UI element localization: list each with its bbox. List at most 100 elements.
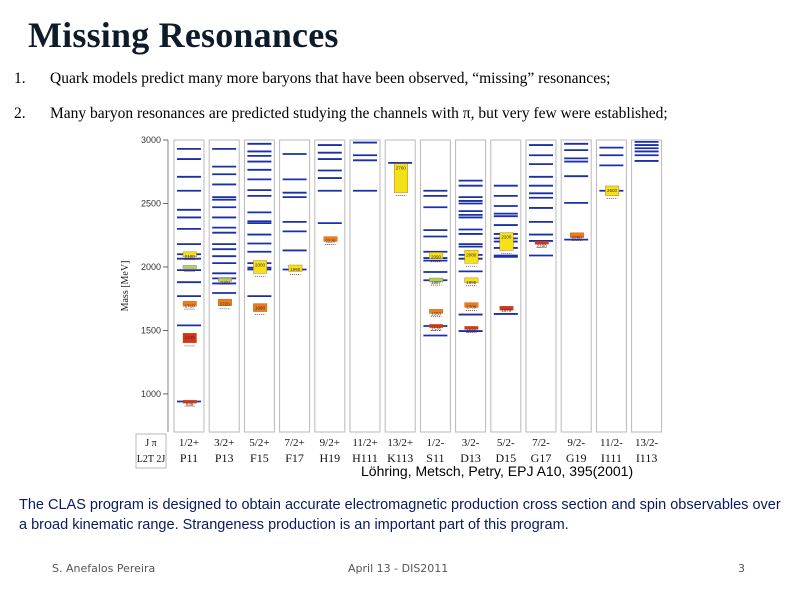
column-jp-label: 11/2- — [600, 437, 623, 449]
observed-resonance — [464, 250, 479, 264]
observed-resonance — [217, 277, 232, 282]
footer-author: S. Anefalos Pereira — [52, 562, 156, 575]
bullet-1-number: 1. — [14, 70, 26, 87]
corner-label-l: L2T 2J — [137, 454, 166, 465]
bullet-1: 1. Quark models predict many more baryons… — [14, 70, 610, 88]
column-panel — [631, 139, 663, 433]
column-state-label: F17 — [285, 451, 304, 465]
observed-resonance-label: 1895 — [466, 280, 477, 285]
observed-resonance-label: 1520 — [466, 328, 477, 333]
observed-resonance-label: 2080 — [466, 252, 477, 257]
column-state-label: K113 — [387, 451, 413, 465]
column-panel — [243, 139, 275, 433]
observed-resonance — [182, 301, 197, 307]
observed-resonance-label: 1650 — [431, 311, 442, 316]
observed-resonance-label: 1990 — [290, 267, 301, 272]
column-jp-label: 1/2+ — [179, 437, 199, 449]
column-panel — [173, 139, 205, 433]
observed-resonance — [570, 232, 584, 238]
observed-resonance-label: 2000 — [255, 263, 266, 268]
resonance-chart: 1000 1500 2000 2500 3000 Mass [MeV] 2100 1710 14… — [120, 135, 663, 469]
y-axis-label: Mass [MeV] — [120, 261, 131, 312]
column-state-label: P13 — [215, 451, 234, 465]
observed-resonance-label: 2190 — [537, 243, 548, 248]
observed-resonance — [253, 260, 268, 274]
observed-resonance — [253, 303, 268, 312]
observed-resonance-label: 2250 — [572, 235, 583, 240]
column-state-label: H19 — [319, 451, 340, 465]
column-jp-label: 7/2- — [532, 437, 550, 449]
footer-date: April 13 - DIS2011 — [348, 562, 449, 575]
y-tick-label: 2000 — [141, 262, 161, 272]
observed-resonance-label: 2200 — [501, 235, 512, 240]
observed-resonance-label: 1700 — [466, 305, 477, 310]
observed-resonance — [464, 326, 479, 330]
column-jp-label: 13/2+ — [387, 437, 413, 449]
observed-resonance — [464, 277, 479, 283]
observed-resonance — [182, 251, 197, 257]
observed-resonance — [394, 163, 408, 193]
column-jp-label: 9/2- — [567, 437, 585, 449]
citation: Löhring, Metsch, Petry, EPJ A10, 395(200… — [361, 463, 634, 479]
observed-resonance — [182, 333, 197, 344]
observed-resonance-label: 1710 — [185, 303, 196, 308]
column-jp-label: 7/2+ — [284, 437, 304, 449]
corner-label-jp: J π — [145, 438, 156, 449]
bullet-2: 2. Many baryon resonances are predicted s… — [14, 105, 668, 123]
column-state-label: G19 — [566, 451, 587, 465]
column-jp-label: 5/2- — [497, 437, 515, 449]
observed-resonance — [182, 265, 197, 269]
observed-resonance-label: 2090 — [431, 254, 442, 259]
observed-resonance — [499, 232, 514, 251]
y-tick-label: 1500 — [141, 325, 161, 335]
observed-resonance — [464, 302, 479, 308]
observed-resonance — [288, 264, 303, 272]
column-jp-label: 3/2+ — [214, 437, 234, 449]
column-state-label: G17 — [531, 451, 552, 465]
y-tick-label: 3000 — [141, 135, 161, 145]
slide-title: Missing Resonances — [28, 15, 339, 55]
observed-resonance — [217, 299, 232, 306]
column-jp-label: 5/2+ — [249, 437, 269, 449]
column-jp-label: 13/2- — [635, 437, 659, 449]
observed-resonance-label: 1897 — [431, 280, 442, 285]
column-panel — [560, 139, 592, 433]
observed-resonance — [182, 399, 197, 404]
program-description: The CLAS program is designed to obtain a… — [19, 497, 781, 533]
column-panel — [595, 139, 627, 433]
y-tick-label: 2500 — [141, 198, 161, 208]
column-panel — [349, 139, 381, 433]
column-jp-label: 1/2- — [427, 437, 445, 449]
observed-resonance — [499, 306, 514, 311]
column-panel — [314, 139, 346, 433]
bullet-2-text: Many baryon resonances are predicted stu… — [50, 105, 668, 122]
observed-resonance-label: 939 — [186, 402, 194, 407]
observed-resonance — [429, 309, 444, 314]
observed-resonance-label: 1440 — [185, 335, 196, 340]
observed-resonance-label: 2600 — [607, 188, 618, 193]
observed-resonance-label: 1535 — [431, 326, 442, 331]
corner-label-box — [135, 433, 167, 469]
column-state-label: S11 — [426, 451, 444, 465]
observed-resonance-label: 2100 — [185, 254, 196, 259]
column-panel — [208, 139, 240, 433]
column-state-label: I111 — [601, 451, 622, 465]
column-panel — [490, 139, 522, 433]
column-state-label: P11 — [180, 451, 198, 465]
column-state-label: D15 — [495, 451, 516, 465]
observed-resonance-label: 1675 — [501, 308, 512, 313]
column-jp-label: 3/2- — [462, 437, 480, 449]
column-jp-label: 9/2+ — [320, 437, 340, 449]
column-state-label: D13 — [460, 451, 481, 465]
y-tick-label: 1000 — [141, 389, 161, 399]
observed-resonance-label: 1720 — [220, 301, 231, 306]
column-state-label: F15 — [250, 451, 269, 465]
observed-resonance — [534, 241, 549, 245]
column-state-label: H111 — [352, 451, 378, 465]
column-jp-label: 11/2+ — [352, 437, 377, 449]
column-state-label: I113 — [636, 451, 658, 465]
column-panel — [419, 139, 451, 433]
observed-resonance-label: 1680 — [255, 306, 266, 311]
column-panel — [279, 139, 311, 433]
column-panel — [525, 139, 557, 433]
